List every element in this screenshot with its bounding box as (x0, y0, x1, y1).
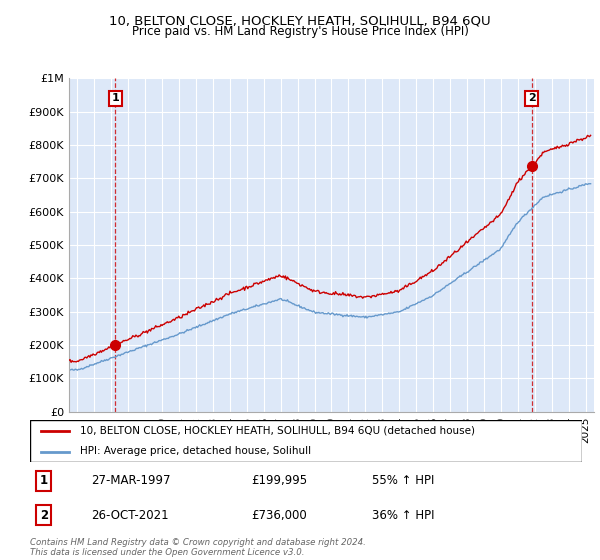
Text: 1: 1 (112, 94, 119, 104)
Text: 1: 1 (40, 474, 48, 487)
Text: 55% ↑ HPI: 55% ↑ HPI (372, 474, 434, 487)
Text: 26-OCT-2021: 26-OCT-2021 (91, 508, 169, 522)
Text: £199,995: £199,995 (251, 474, 307, 487)
Text: 36% ↑ HPI: 36% ↑ HPI (372, 508, 435, 522)
Text: 2: 2 (40, 508, 48, 522)
Text: Price paid vs. HM Land Registry's House Price Index (HPI): Price paid vs. HM Land Registry's House … (131, 25, 469, 38)
Text: HPI: Average price, detached house, Solihull: HPI: Average price, detached house, Soli… (80, 446, 311, 456)
Text: 2: 2 (528, 94, 536, 104)
Text: 10, BELTON CLOSE, HOCKLEY HEATH, SOLIHULL, B94 6QU (detached house): 10, BELTON CLOSE, HOCKLEY HEATH, SOLIHUL… (80, 426, 475, 436)
Text: 10, BELTON CLOSE, HOCKLEY HEATH, SOLIHULL, B94 6QU: 10, BELTON CLOSE, HOCKLEY HEATH, SOLIHUL… (109, 14, 491, 27)
Text: £736,000: £736,000 (251, 508, 307, 522)
Text: 27-MAR-1997: 27-MAR-1997 (91, 474, 170, 487)
Text: Contains HM Land Registry data © Crown copyright and database right 2024.
This d: Contains HM Land Registry data © Crown c… (30, 538, 366, 557)
